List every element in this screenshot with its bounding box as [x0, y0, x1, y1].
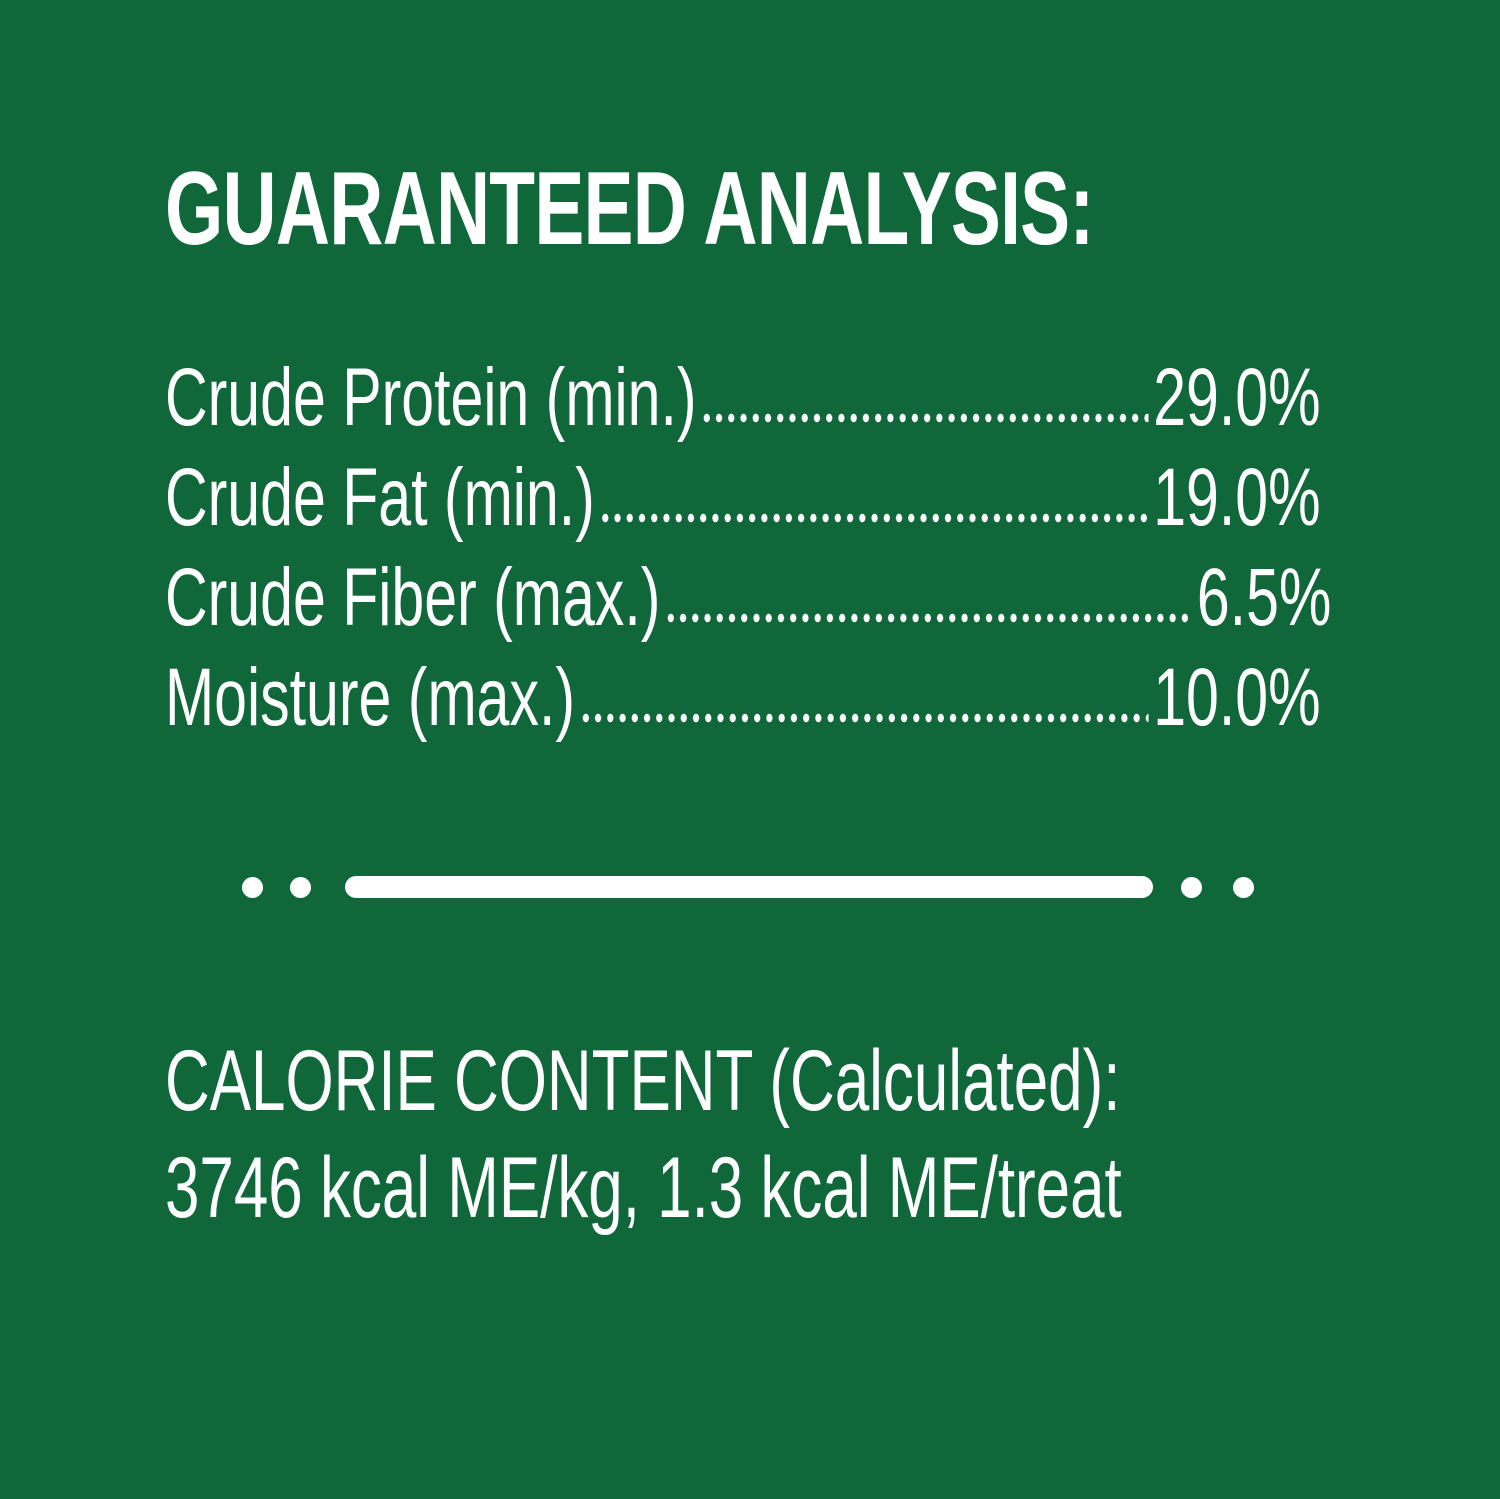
analysis-row: Crude Fiber (max.) 6.5%: [165, 548, 1331, 648]
dot-leader: [599, 513, 1149, 523]
row-label: Crude Protein (min.): [165, 352, 697, 443]
dot-leader: [700, 413, 1149, 423]
divider-dot: [242, 877, 263, 898]
divider-dot: [290, 877, 311, 898]
row-label: Moisture (max.): [165, 652, 576, 743]
analysis-row: Moisture (max.) 10.0%: [165, 648, 1321, 748]
calorie-heading: CALORIE CONTENT (Calculated):: [165, 1033, 1121, 1129]
divider: [0, 876, 1500, 898]
divider-dot: [1181, 877, 1202, 898]
row-value: 19.0%: [1153, 452, 1321, 543]
dot-leader: [579, 713, 1149, 723]
analysis-table: Crude Protein (min.) 29.0% Crude Fat (mi…: [165, 348, 1331, 748]
divider-dot: [1233, 877, 1254, 898]
row-value: 29.0%: [1153, 352, 1321, 443]
row-label: Crude Fiber (max.): [165, 552, 661, 643]
page-title: GUARANTEED ANALYSIS:: [165, 151, 1094, 267]
analysis-row: Crude Fat (min.) 19.0%: [165, 448, 1321, 548]
divider-bar: [345, 876, 1153, 898]
calorie-values: 3746 kcal ME/kg, 1.3 kcal ME/treat: [165, 1140, 1122, 1236]
row-value: 6.5%: [1196, 552, 1332, 643]
dot-leader: [664, 613, 1193, 623]
row-value: 10.0%: [1153, 652, 1321, 743]
analysis-row: Crude Protein (min.) 29.0%: [165, 348, 1321, 448]
calorie-content: CALORIE CONTENT (Calculated): 3746 kcal …: [165, 1028, 1122, 1242]
row-label: Crude Fat (min.): [165, 452, 595, 543]
